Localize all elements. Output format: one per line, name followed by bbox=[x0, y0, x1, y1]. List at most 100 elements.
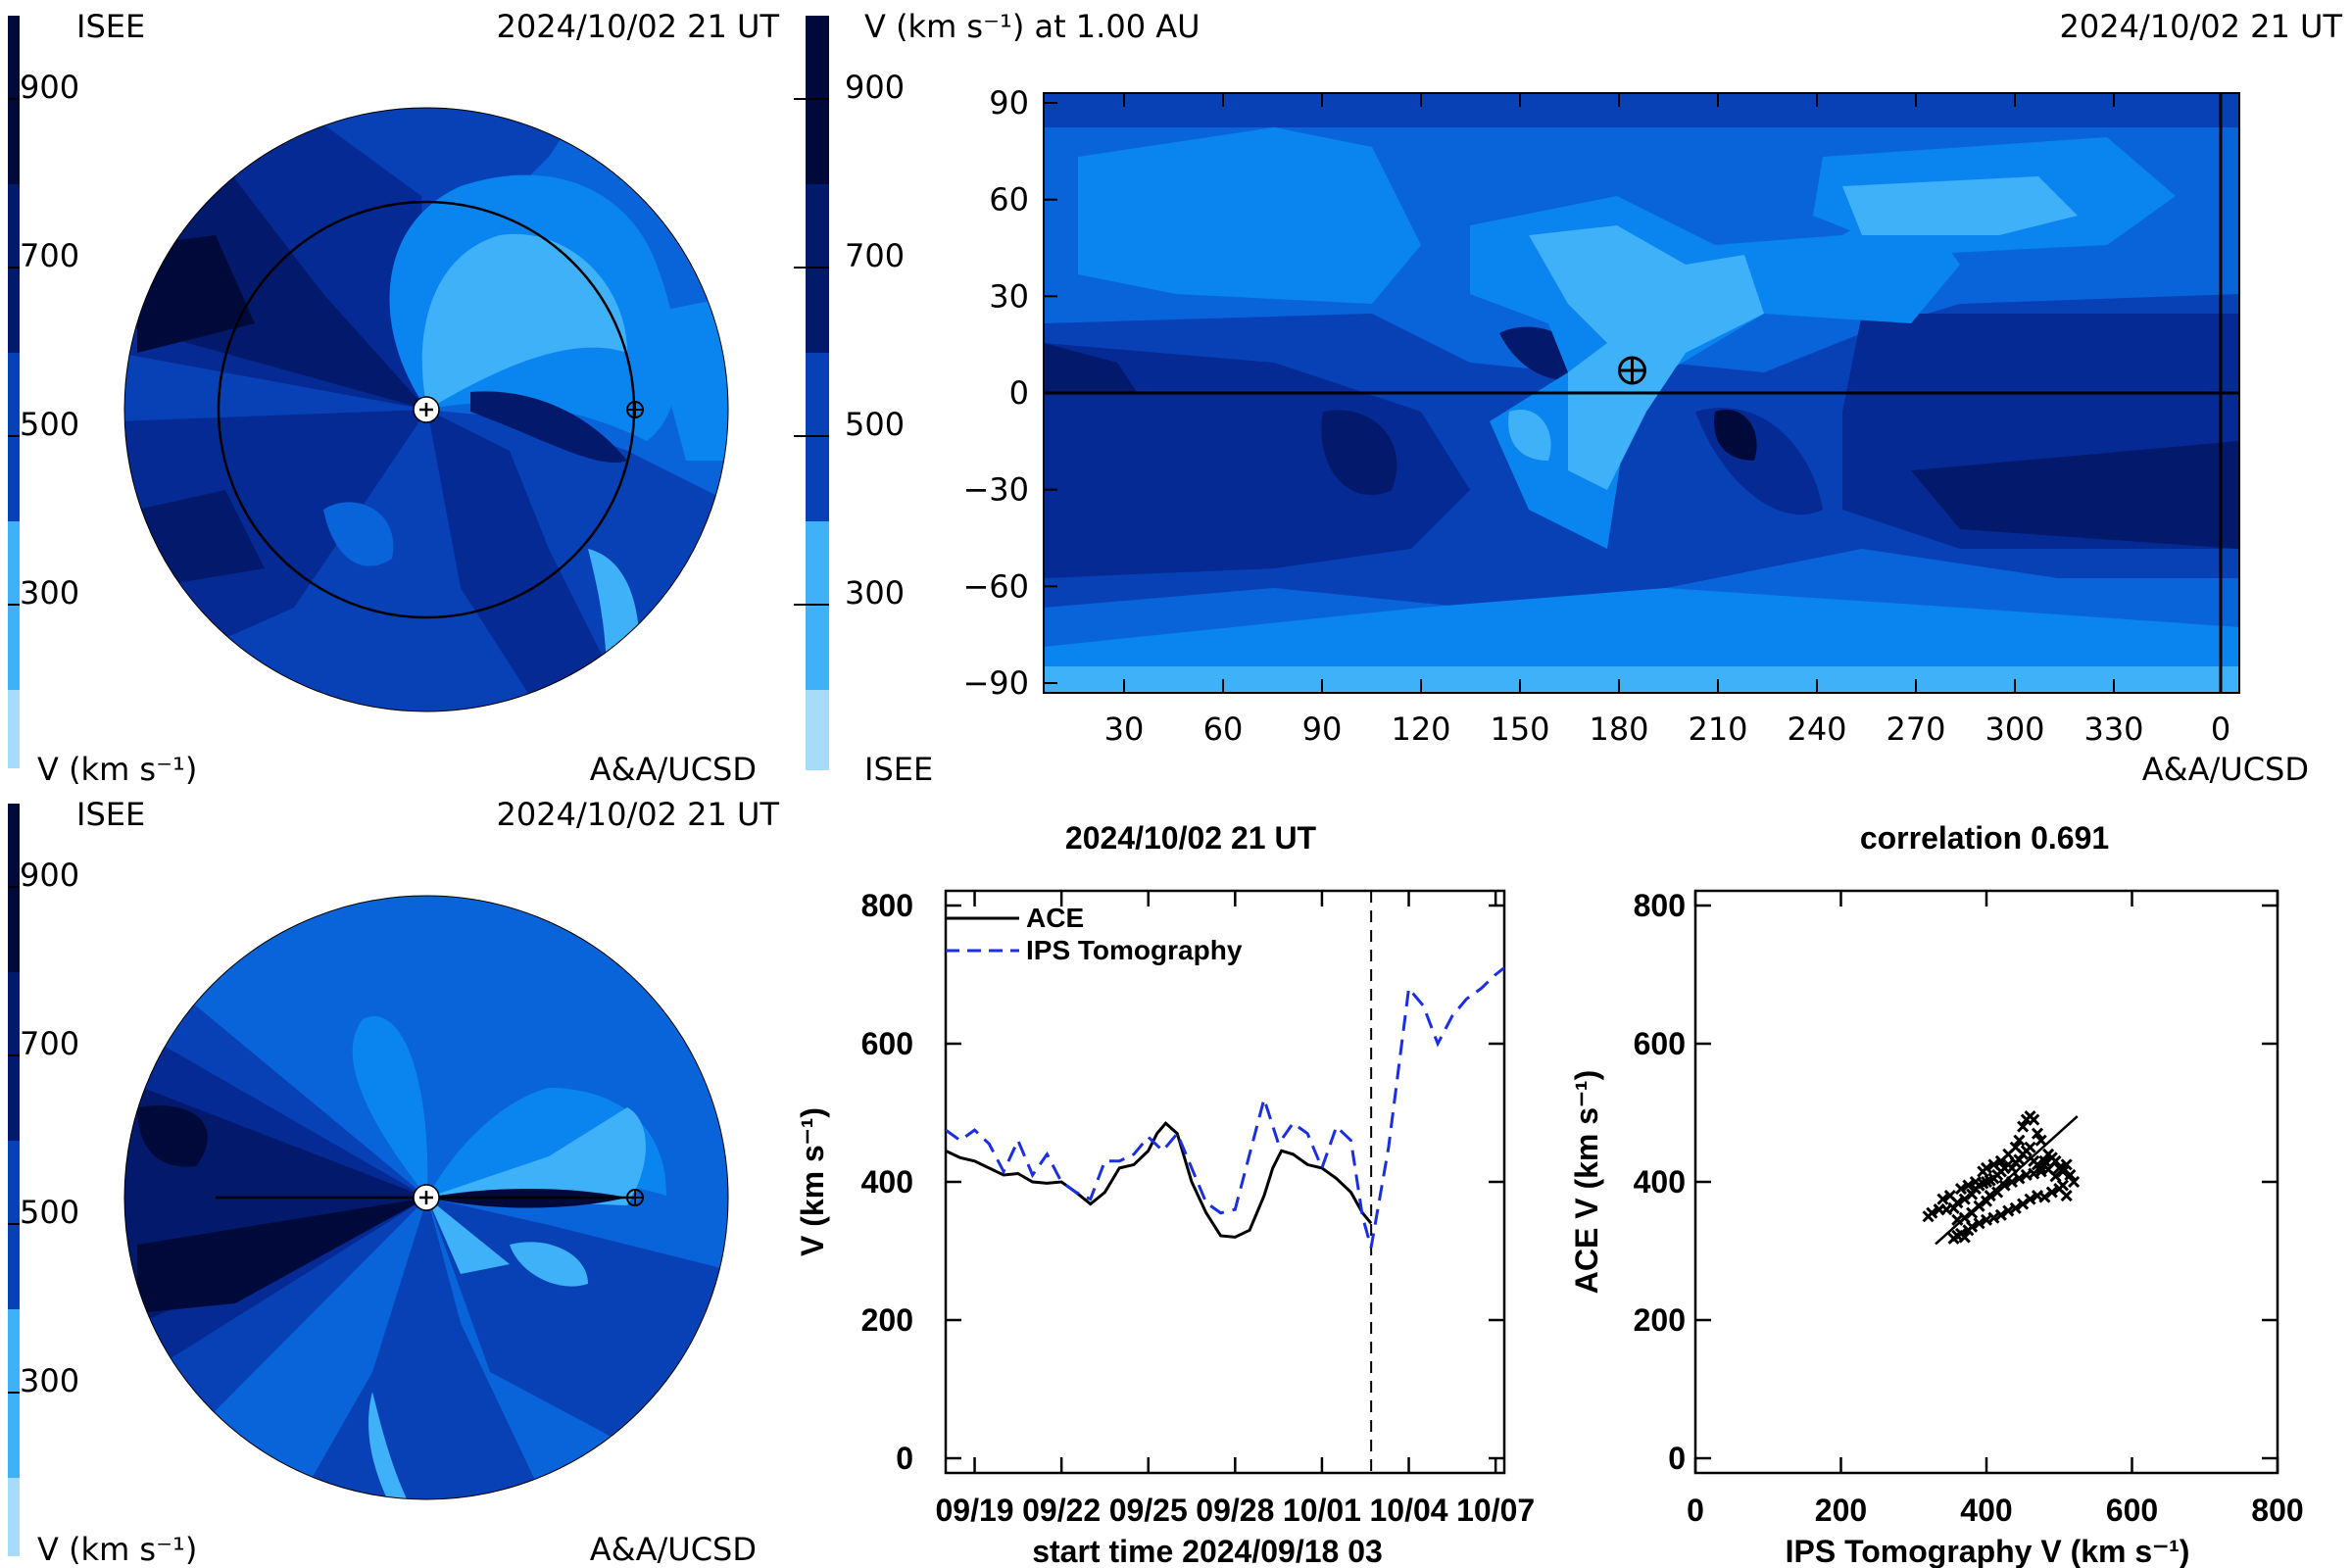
scatter-point bbox=[2009, 1201, 2022, 1214]
scatter-panel: correlation 0.691 0 200 400 600 800 0 200 400 60… bbox=[1569, 820, 2304, 1568]
scatter-y-tick-label: 400 bbox=[1634, 1164, 1686, 1200]
scatter-point bbox=[1954, 1182, 1968, 1196]
colorbar-tick-500: 500 bbox=[20, 1194, 79, 1231]
colorbar-tick-700: 700 bbox=[845, 237, 905, 274]
panel-credit: A&A/UCSD bbox=[590, 1531, 757, 1568]
timeseries-x-axis-label: start time 2024/09/18 03 bbox=[1032, 1534, 1383, 1568]
map-x-tick-label: 0 bbox=[2211, 710, 2230, 748]
map-credit-left: ISEE bbox=[864, 751, 933, 788]
ips-tomography-series-line bbox=[946, 966, 1504, 1249]
scatter-point bbox=[1998, 1179, 2011, 1192]
scatter-point bbox=[2038, 1191, 2051, 1203]
map-x-tick-label: 240 bbox=[1787, 710, 1846, 748]
scatter-point bbox=[1962, 1179, 1975, 1192]
earth-icon bbox=[626, 401, 644, 418]
scatter-point bbox=[2028, 1113, 2040, 1126]
colorbar-tick-900: 900 bbox=[20, 857, 79, 894]
colorbar-tick-900: 900 bbox=[845, 69, 905, 106]
scatter-point bbox=[2017, 1198, 2030, 1210]
ecliptic-cut-panel: 900 700 500 300 ISEE 2024/10/02 21 UT V … bbox=[8, 8, 779, 788]
map-y-tick-label: 90 bbox=[989, 84, 1029, 122]
timeseries-y-tick-label: 400 bbox=[861, 1164, 913, 1200]
timeseries-title: 2024/10/02 21 UT bbox=[1065, 820, 1317, 856]
scatter-point bbox=[1977, 1165, 1989, 1178]
map-y-tick-label: 0 bbox=[1009, 374, 1029, 412]
scatter-x-tick-label: 800 bbox=[2251, 1493, 2303, 1528]
colorbar-tick-300: 300 bbox=[845, 574, 905, 612]
scatter-point bbox=[2045, 1186, 2058, 1199]
scatter-x-tick-label: 200 bbox=[1815, 1493, 1867, 1528]
map-y-tick-label: −60 bbox=[962, 567, 1029, 605]
scatter-x-axis-label: IPS Tomography V (km s⁻¹) bbox=[1786, 1534, 2190, 1568]
scatter-point bbox=[2031, 1127, 2044, 1140]
panel-units-label: V (km s⁻¹) bbox=[37, 1531, 197, 1568]
timeseries-y-tick-label: 0 bbox=[896, 1441, 913, 1476]
map-y-tick-label: 30 bbox=[989, 277, 1029, 315]
scatter-point bbox=[1987, 1211, 2000, 1224]
scatter-point bbox=[1943, 1190, 1956, 1202]
scatter-y-tick-label: 600 bbox=[1634, 1026, 1686, 1061]
map-date: 2024/10/02 21 UT bbox=[2060, 8, 2343, 45]
timeseries-x-tick-label: 10/01 bbox=[1283, 1493, 1361, 1528]
panel-left-title: ISEE bbox=[76, 796, 145, 833]
scatter-point bbox=[1973, 1217, 1985, 1230]
scatter-y-axis-label: ACE V (km s⁻¹) bbox=[1569, 1070, 1604, 1294]
scatter-point bbox=[1958, 1193, 1971, 1205]
timeseries-y-tick-label: 600 bbox=[861, 1026, 913, 1061]
scatter-point bbox=[1994, 1154, 2007, 1167]
scatter-points bbox=[1922, 1109, 2081, 1246]
ace-series-line bbox=[946, 1120, 1373, 1239]
scatter-point bbox=[1958, 1231, 1971, 1244]
scatter-point bbox=[2060, 1158, 2073, 1171]
panel-date: 2024/10/02 21 UT bbox=[497, 796, 780, 833]
colorbar-tick-300: 300 bbox=[20, 574, 79, 612]
panel-date: 2024/10/02 21 UT bbox=[497, 8, 780, 45]
timeseries-y-tick-label: 200 bbox=[861, 1302, 913, 1338]
timeseries-x-tick-label: 10/04 bbox=[1369, 1493, 1447, 1528]
map-x-tick-label: 210 bbox=[1688, 710, 1747, 748]
map-x-tick-label: 90 bbox=[1302, 710, 1343, 748]
map-x-tick-label: 150 bbox=[1490, 710, 1549, 748]
scatter-point bbox=[1969, 1175, 1982, 1189]
timeseries-x-tick-label: 09/22 bbox=[1022, 1493, 1101, 1528]
scatter-point bbox=[1933, 1203, 1945, 1216]
scatter-point bbox=[2002, 1204, 2015, 1217]
scatter-x-tick-label: 600 bbox=[2106, 1493, 2158, 1528]
meridional-colorbar: 900 700 500 300 bbox=[8, 804, 79, 1556]
synoptic-colorbar: 900 700 500 300 bbox=[794, 16, 905, 770]
ecliptic-colorbar: 900 700 500 300 bbox=[8, 16, 79, 768]
colorbar-tick-700: 700 bbox=[20, 1025, 79, 1062]
scatter-point bbox=[2049, 1170, 2062, 1183]
map-x-tick-label: 180 bbox=[1589, 710, 1648, 748]
scatter-x-tick-label: 400 bbox=[1960, 1493, 2012, 1528]
legend-label-ace: ACE bbox=[1026, 903, 1084, 933]
map-y-tick-label: −30 bbox=[962, 471, 1029, 509]
map-axes: 30 60 90 120 150 180 210 240 270 300 330 09060300−3… bbox=[962, 84, 2230, 748]
map-x-tick-label: 60 bbox=[1203, 710, 1244, 748]
timeseries-y-axis-label: V (km s⁻¹) bbox=[795, 1107, 830, 1256]
scatter-x-tick-label: 0 bbox=[1687, 1493, 1704, 1528]
scatter-title: correlation 0.691 bbox=[1860, 820, 2109, 856]
scatter-point bbox=[2024, 1141, 2036, 1153]
sun-icon bbox=[413, 1184, 440, 1211]
timeseries-lines bbox=[946, 966, 1504, 1249]
timeseries-panel: 2024/10/02 21 UT 09/19 09/22 09/25 09/28 10/… bbox=[795, 820, 1535, 1568]
scatter-point bbox=[2013, 1172, 2026, 1185]
map-x-tick-label: 330 bbox=[2083, 710, 2143, 748]
synoptic-map-panel: 900 700 500 300 V (km s⁻¹) at 1.00 AU 20… bbox=[794, 8, 2342, 788]
scatter-y-tick-label: 200 bbox=[1634, 1302, 1686, 1338]
timeseries-x-tick-label: 09/25 bbox=[1109, 1493, 1188, 1528]
panel-units-label: V (km s⁻¹) bbox=[37, 751, 197, 788]
sun-icon bbox=[413, 396, 440, 423]
scatter-point bbox=[2056, 1165, 2070, 1178]
ecliptic-velocity-contours bbox=[124, 108, 728, 711]
scatter-point bbox=[1926, 1206, 1938, 1219]
timeseries-legend: ACE IPS Tomography bbox=[946, 903, 1243, 965]
synoptic-velocity-contours bbox=[1044, 93, 2239, 693]
panel-credit: A&A/UCSD bbox=[590, 751, 757, 788]
earth-icon bbox=[626, 1189, 644, 1206]
timeseries-axes: 09/19 09/22 09/25 09/28 10/01 10/04 10/07 0 200 4… bbox=[861, 888, 1536, 1528]
map-title: V (km s⁻¹) at 1.00 AU bbox=[864, 8, 1200, 45]
scatter-point bbox=[2064, 1168, 2077, 1182]
